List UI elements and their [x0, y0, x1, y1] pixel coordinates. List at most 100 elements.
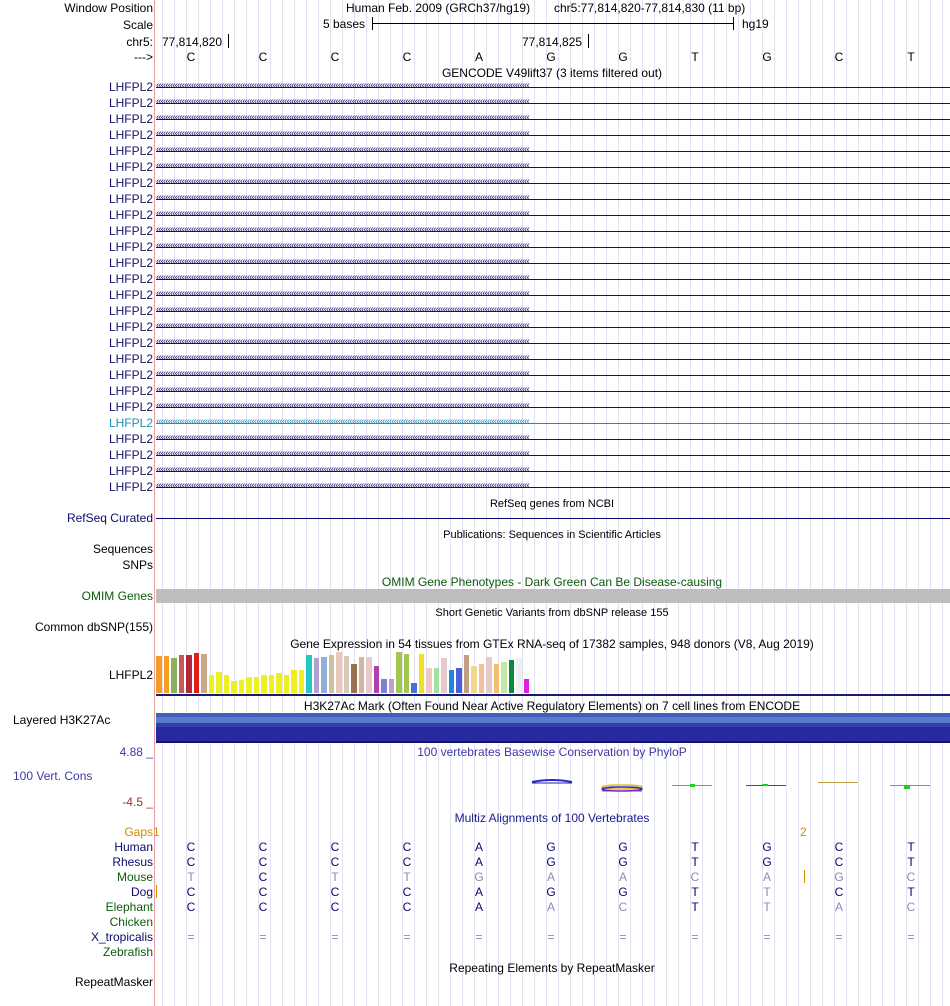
gtex-tissue-bar[interactable] — [246, 677, 252, 693]
gtex-tissue-bar[interactable] — [291, 670, 297, 693]
gtex-tissue-bar[interactable] — [343, 656, 350, 693]
snps-label[interactable]: SNPs — [122, 558, 153, 572]
gtex-tissue-bar[interactable] — [253, 677, 260, 693]
gencode-gene-label[interactable]: LHFPL2 — [108, 240, 153, 254]
gencode-intron-line[interactable] — [156, 295, 950, 296]
gencode-intron-line[interactable] — [156, 119, 950, 120]
gtex-tissue-bar[interactable] — [396, 652, 402, 693]
gencode-gene-label[interactable]: LHFPL2 — [108, 448, 153, 462]
gaps-label[interactable]: Gaps 1 — [0, 825, 159, 839]
species-label-zebrafish[interactable]: Zebrafish — [102, 945, 153, 959]
gencode-intron-line[interactable] — [156, 439, 950, 440]
omim-label[interactable]: OMIM Genes — [81, 589, 153, 603]
gencode-intron-line[interactable] — [156, 231, 950, 232]
gencode-gene-label[interactable]: LHFPL2 — [108, 464, 153, 478]
gtex-tissue-bar[interactable] — [523, 679, 530, 693]
gencode-gene-label[interactable]: LHFPL2 — [108, 112, 153, 126]
gencode-intron-line[interactable] — [156, 327, 950, 328]
gtex-tissue-bar[interactable] — [448, 670, 455, 693]
gencode-intron-line[interactable] — [156, 455, 950, 456]
gencode-intron-line[interactable] — [156, 423, 950, 424]
gtex-tissue-bar[interactable] — [456, 668, 462, 693]
gencode-gene-label[interactable]: LHFPL2 — [108, 416, 153, 430]
dbsnp-label[interactable]: Common dbSNP(155) — [34, 620, 153, 634]
gencode-gene-label[interactable]: LHFPL2 — [108, 176, 153, 190]
gtex-tissue-bar[interactable] — [283, 675, 290, 693]
gencode-intron-line[interactable] — [156, 263, 950, 264]
gtex-tissue-bar[interactable] — [351, 664, 357, 693]
gencode-intron-line[interactable] — [156, 407, 950, 408]
gencode-gene-label[interactable]: LHFPL2 — [108, 432, 153, 446]
gencode-intron-line[interactable] — [156, 215, 950, 216]
gtex-tissue-bar[interactable] — [418, 654, 425, 693]
h3k27ac-label[interactable]: Layered H3K27Ac — [13, 713, 111, 727]
gencode-intron-line[interactable] — [156, 87, 950, 88]
gencode-gene-label[interactable]: LHFPL2 — [108, 400, 153, 414]
species-label-chicken[interactable]: Chicken — [109, 915, 153, 929]
gencode-gene-label[interactable]: LHFPL2 — [108, 80, 153, 94]
pubs-title[interactable]: Publications: Sequences in Scientific Ar… — [443, 529, 661, 541]
h3k27ac-signal[interactable] — [156, 713, 950, 743]
species-label-elephant[interactable]: Elephant — [105, 900, 153, 914]
gtex-tissue-bar[interactable] — [156, 656, 162, 693]
dbsnp-title[interactable]: Short Genetic Variants from dbSNP releas… — [435, 607, 669, 619]
gtex-tissue-bar[interactable] — [358, 657, 365, 693]
gencode-gene-label[interactable]: LHFPL2 — [108, 192, 153, 206]
gtex-title[interactable]: Gene Expression in 54 tissues from GTEx … — [290, 637, 814, 651]
gtex-tissue-bar[interactable] — [493, 664, 500, 693]
gtex-tissue-bar[interactable] — [231, 681, 237, 693]
species-label-rhesus[interactable]: Rhesus — [112, 855, 153, 869]
repeatmasker-title[interactable]: Repeating Elements by RepeatMasker — [449, 961, 655, 975]
gtex-tissue-bar[interactable] — [366, 657, 372, 693]
repeatmasker-label[interactable]: RepeatMasker — [74, 975, 153, 989]
gencode-intron-line[interactable] — [156, 247, 950, 248]
gencode-gene-label[interactable]: LHFPL2 — [108, 96, 153, 110]
species-label-dog[interactable]: Dog — [130, 885, 153, 899]
h3k27ac-title[interactable]: H3K27Ac Mark (Often Found Near Active Re… — [303, 699, 801, 713]
phylop-label[interactable]: 100 Vert. Cons — [13, 769, 93, 783]
gencode-gene-label[interactable]: LHFPL2 — [108, 336, 153, 350]
gencode-intron-line[interactable] — [156, 103, 950, 104]
gtex-tissue-bar[interactable] — [501, 662, 507, 693]
gtex-tissue-bar[interactable] — [478, 664, 485, 693]
omim-bar[interactable] — [156, 589, 950, 603]
gencode-gene-label[interactable]: LHFPL2 — [108, 128, 153, 142]
gtex-tissue-bar[interactable] — [313, 658, 320, 693]
gtex-tissue-bar[interactable] — [463, 655, 470, 693]
gencode-intron-line[interactable] — [156, 151, 950, 152]
gtex-tissue-bar[interactable] — [411, 683, 417, 693]
gtex-tissue-bar[interactable] — [208, 675, 215, 693]
gencode-gene-label[interactable]: LHFPL2 — [108, 304, 153, 318]
gtex-tissue-bar[interactable] — [268, 675, 275, 693]
gtex-label[interactable]: LHFPL2 — [108, 668, 153, 682]
gencode-intron-line[interactable] — [156, 183, 950, 184]
gencode-gene-label[interactable]: LHFPL2 — [108, 288, 153, 302]
gtex-tissue-bar[interactable] — [516, 658, 522, 693]
phylop-title[interactable]: 100 vertebrates Basewise Conservation by… — [417, 745, 687, 759]
gencode-gene-label[interactable]: LHFPL2 — [108, 352, 153, 366]
gencode-gene-label[interactable]: LHFPL2 — [108, 384, 153, 398]
gtex-tissue-bar[interactable] — [441, 658, 447, 693]
gtex-tissue-bar[interactable] — [403, 654, 410, 693]
gencode-intron-line[interactable] — [156, 487, 950, 488]
gencode-intron-line[interactable] — [156, 375, 950, 376]
omim-title[interactable]: OMIM Gene Phenotypes - Dark Green Can Be… — [381, 575, 723, 589]
gencode-intron-line[interactable] — [156, 471, 950, 472]
gtex-tissue-bar[interactable] — [276, 673, 282, 693]
gtex-tissue-bar[interactable] — [216, 672, 222, 693]
gencode-intron-line[interactable] — [156, 135, 950, 136]
gtex-tissue-bar[interactable] — [306, 655, 312, 693]
gtex-tissue-bar[interactable] — [508, 660, 515, 693]
gencode-gene-label[interactable]: LHFPL2 — [108, 320, 153, 334]
gencode-gene-label[interactable]: LHFPL2 — [108, 160, 153, 174]
multiz-title[interactable]: Multiz Alignments of 100 Vertebrates — [454, 811, 650, 825]
gencode-intron-line[interactable] — [156, 359, 950, 360]
gtex-tissue-bar[interactable] — [298, 670, 305, 693]
gencode-intron-line[interactable] — [156, 279, 950, 280]
gtex-tissue-bar[interactable] — [261, 675, 267, 693]
refseq-label[interactable]: RefSeq Curated — [66, 511, 153, 525]
phylop-signal[interactable] — [0, 770, 950, 820]
gtex-tissue-bar[interactable] — [321, 657, 327, 693]
gtex-tissue-bar[interactable] — [201, 654, 207, 693]
gtex-tissue-bar[interactable] — [238, 680, 245, 693]
